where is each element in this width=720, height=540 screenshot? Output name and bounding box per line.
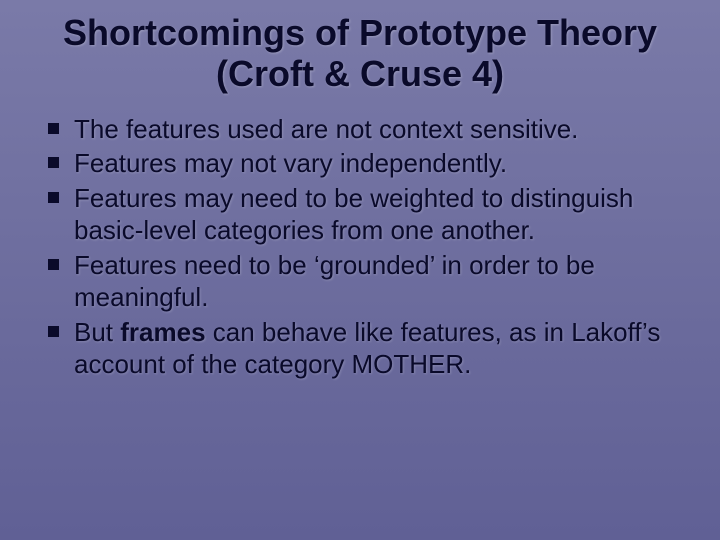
list-item: Features may not vary independently. — [40, 147, 680, 180]
list-item: But frames can behave like features, as … — [40, 316, 680, 381]
bullet-list: The features used are not context sensit… — [40, 113, 680, 383]
slide: Shortcomings of Prototype Theory (Croft … — [0, 0, 720, 540]
list-item: Features need to be ‘grounded’ in order … — [40, 249, 680, 314]
list-item: The features used are not context sensit… — [40, 113, 680, 146]
bullet-text: Features may not vary independently. — [74, 148, 507, 178]
bullet-text: Features need to be ‘grounded’ in order … — [74, 250, 595, 313]
bullet-text-bold: frames — [120, 317, 205, 347]
list-item: Features may need to be weighted to dist… — [40, 182, 680, 247]
bullet-text-prefix: But — [74, 317, 120, 347]
bullet-text: Features may need to be weighted to dist… — [74, 183, 633, 246]
slide-title: Shortcomings of Prototype Theory (Croft … — [40, 12, 680, 95]
bullet-text: The features used are not context sensit… — [74, 114, 578, 144]
